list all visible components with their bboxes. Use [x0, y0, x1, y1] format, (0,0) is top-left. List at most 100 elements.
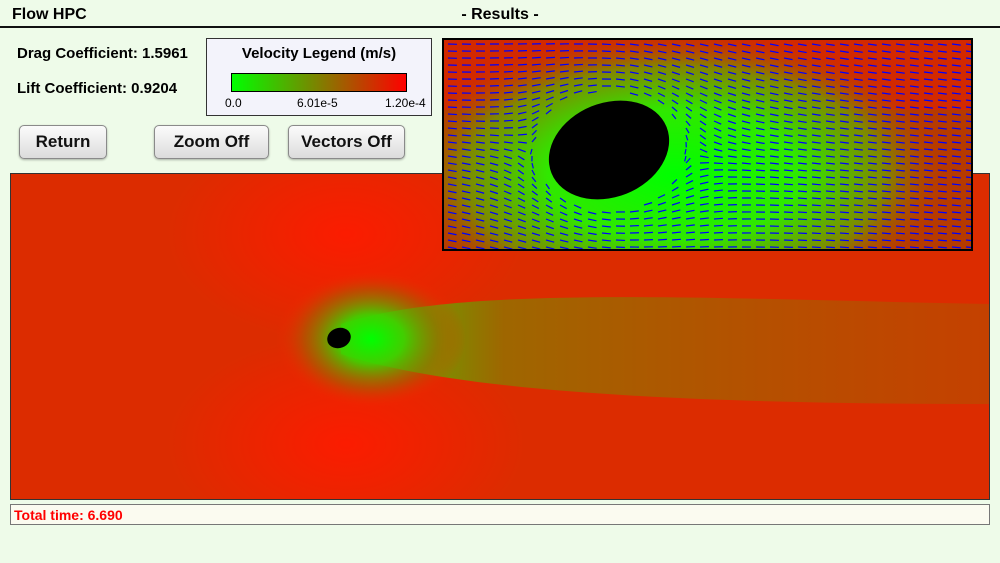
velocity-vector — [895, 85, 905, 88]
velocity-vector — [783, 106, 793, 110]
velocity-vector — [727, 57, 737, 61]
velocity-vector — [965, 155, 971, 158]
velocity-vector — [559, 96, 568, 101]
velocity-vector — [727, 148, 737, 152]
velocity-vector — [853, 155, 863, 158]
velocity-vector — [937, 232, 947, 235]
velocity-vector — [741, 57, 751, 61]
velocity-vector — [769, 71, 779, 75]
velocity-vector — [825, 141, 835, 144]
velocity-vector — [951, 92, 961, 95]
velocity-vector — [965, 162, 971, 165]
velocity-vector — [853, 78, 863, 81]
velocity-vector — [769, 176, 779, 179]
velocity-vector — [965, 197, 971, 200]
velocity-vector — [517, 125, 527, 129]
velocity-vector — [811, 57, 821, 61]
velocity-vector — [895, 204, 905, 207]
velocity-vector — [867, 183, 877, 186]
velocity-vector — [923, 92, 933, 95]
velocity-vector — [825, 183, 835, 186]
velocity-vector — [895, 183, 905, 186]
velocity-vector — [783, 127, 793, 131]
velocity-vector — [489, 155, 499, 159]
velocity-vector — [741, 162, 751, 165]
velocity-vector — [587, 211, 597, 215]
velocity-vector — [965, 85, 971, 88]
velocity-vector — [783, 141, 793, 144]
velocity-vector — [503, 105, 513, 108]
velocity-vector — [965, 99, 971, 102]
velocity-vector — [867, 141, 877, 144]
velocity-vector — [965, 169, 971, 172]
zoom-inset-view[interactable] — [442, 38, 973, 251]
velocity-vector — [839, 113, 849, 116]
velocity-vector — [783, 197, 793, 200]
velocity-vector — [503, 91, 513, 94]
velocity-vector — [909, 211, 919, 214]
velocity-vector — [825, 134, 835, 137]
velocity-vector — [811, 50, 821, 54]
velocity-vector — [684, 148, 687, 155]
velocity-vector — [517, 169, 525, 175]
velocity-vector — [895, 169, 905, 172]
velocity-vector — [531, 183, 538, 189]
velocity-vector — [811, 204, 821, 207]
velocity-vector — [853, 211, 863, 214]
velocity-vector — [937, 246, 947, 249]
vectors-toggle-button[interactable]: Vectors Off — [288, 125, 405, 159]
velocity-vector — [853, 162, 863, 165]
flow-field-view[interactable] — [10, 173, 990, 500]
velocity-vector — [755, 169, 765, 172]
velocity-vector — [503, 225, 513, 230]
velocity-vector — [559, 197, 567, 203]
velocity-vector — [839, 239, 849, 242]
velocity-vector — [559, 63, 569, 66]
velocity-vector — [755, 85, 765, 89]
velocity-vector — [895, 127, 905, 130]
velocity-vector — [839, 162, 849, 165]
velocity-vector — [475, 169, 485, 173]
velocity-vector — [755, 50, 765, 54]
velocity-vector — [923, 155, 933, 158]
velocity-vector — [531, 190, 539, 196]
velocity-vector — [923, 127, 933, 130]
velocity-vector — [783, 43, 793, 47]
velocity-vector — [965, 225, 971, 228]
velocity-vector — [713, 120, 722, 125]
velocity-vector — [811, 92, 821, 96]
velocity-vector — [699, 155, 709, 159]
velocity-vector — [909, 232, 919, 235]
velocity-vector — [517, 162, 525, 168]
velocity-vector — [699, 99, 708, 104]
velocity-vector — [853, 197, 863, 200]
velocity-vector — [965, 78, 971, 81]
velocity-vector — [755, 134, 765, 138]
velocity-vector — [965, 120, 971, 123]
velocity-vector — [461, 197, 471, 201]
velocity-vector — [881, 134, 891, 137]
velocity-vector — [797, 85, 807, 89]
velocity-vector — [937, 169, 947, 172]
velocity-vector — [755, 106, 765, 110]
velocity-vector — [657, 216, 667, 220]
velocity-vector — [923, 197, 933, 200]
zoom-toggle-button[interactable]: Zoom Off — [154, 125, 269, 159]
velocity-vector — [643, 85, 652, 90]
velocity-vector — [839, 169, 849, 172]
velocity-vector — [755, 43, 765, 47]
return-button[interactable]: Return — [19, 125, 107, 159]
velocity-vector — [685, 57, 695, 61]
velocity-vector — [713, 92, 722, 97]
velocity-vector — [685, 85, 694, 90]
velocity-vector — [713, 175, 723, 178]
velocity-vector — [811, 141, 821, 144]
velocity-vector — [699, 78, 708, 83]
velocity-vector — [489, 141, 499, 144]
velocity-vector — [797, 50, 807, 54]
velocity-vector — [461, 246, 471, 249]
velocity-vector — [503, 204, 512, 209]
velocity-vector — [727, 134, 737, 138]
velocity-vector — [923, 43, 933, 46]
velocity-vector — [811, 71, 821, 75]
